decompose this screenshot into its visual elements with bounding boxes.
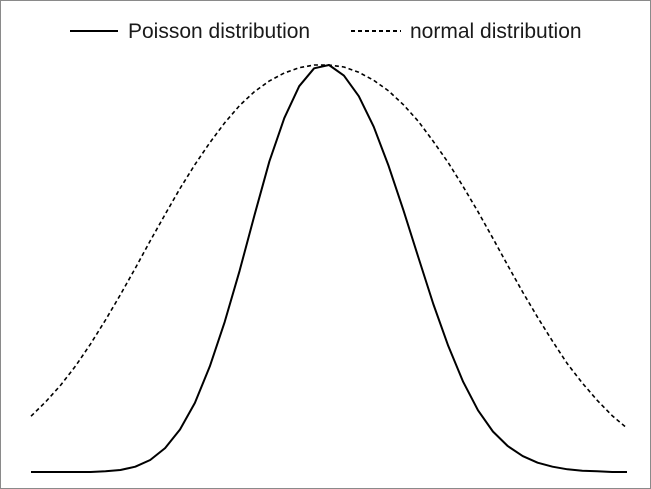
legend-poisson-label: Poisson distribution — [128, 20, 310, 43]
normal-distribution-line — [30, 64, 628, 429]
poisson-distribution-line — [31, 64, 627, 473]
plot-area — [30, 64, 628, 473]
legend: Poisson distribution normal distribution — [70, 20, 582, 43]
legend-normal-label: normal distribution — [410, 20, 582, 43]
